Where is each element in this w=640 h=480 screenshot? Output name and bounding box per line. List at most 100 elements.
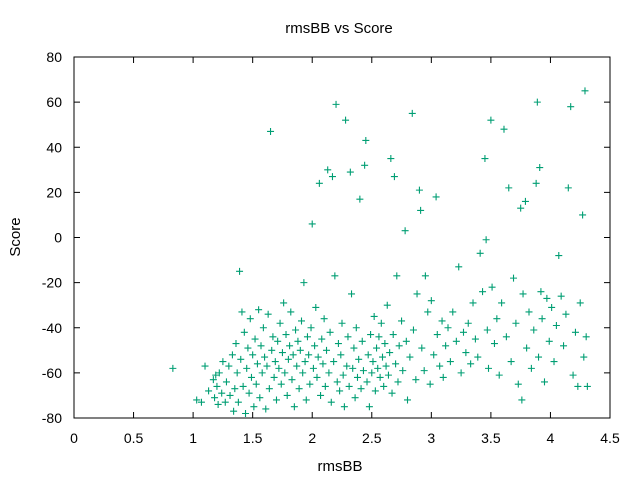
x-tick-label: 4.5 <box>600 430 620 446</box>
data-point <box>500 125 508 133</box>
y-tick-label: -20 <box>42 275 62 291</box>
plot-area <box>73 56 611 419</box>
data-point <box>362 136 370 144</box>
data-point <box>507 358 515 366</box>
data-point <box>222 378 230 386</box>
data-point <box>388 389 396 397</box>
data-point <box>343 362 351 370</box>
data-point <box>286 342 294 350</box>
data-point <box>446 358 454 366</box>
data-point <box>277 380 285 388</box>
data-point <box>545 337 553 345</box>
data-point <box>318 335 326 343</box>
data-point <box>583 382 591 390</box>
data-point <box>523 344 531 352</box>
data-point <box>262 405 270 413</box>
data-point <box>205 387 213 395</box>
data-point <box>303 333 311 341</box>
data-point <box>389 331 397 339</box>
data-point <box>290 403 298 411</box>
data-point <box>276 319 284 327</box>
data-point <box>370 312 378 320</box>
data-point <box>432 193 440 201</box>
data-point <box>233 369 241 377</box>
data-point <box>482 236 490 244</box>
data-point <box>295 385 303 393</box>
data-point <box>364 351 372 359</box>
data-point <box>301 358 309 366</box>
data-point <box>376 373 384 381</box>
data-point <box>355 355 363 363</box>
x-axis-label: rmsBB <box>318 458 363 475</box>
data-point <box>215 369 223 377</box>
x-tick-label: 2.5 <box>362 430 382 446</box>
data-point <box>359 367 367 375</box>
data-point <box>413 290 421 298</box>
data-point <box>457 369 465 377</box>
data-point <box>288 376 296 384</box>
data-point <box>306 380 314 388</box>
y-tick-label: -80 <box>42 410 62 426</box>
data-point <box>249 351 257 359</box>
data-point <box>319 360 327 368</box>
data-point <box>398 317 406 325</box>
data-point <box>371 387 379 395</box>
data-point <box>244 344 252 352</box>
data-point <box>311 342 319 350</box>
data-point <box>270 373 278 381</box>
plot-frame <box>73 56 611 419</box>
data-point <box>582 333 590 341</box>
data-point <box>307 324 315 332</box>
data-point <box>321 382 329 390</box>
data-point <box>308 220 316 228</box>
data-point <box>234 398 242 406</box>
data-point <box>274 337 282 345</box>
data-point <box>439 373 447 381</box>
data-point <box>392 360 400 368</box>
data-point <box>517 204 525 212</box>
data-point <box>242 409 250 417</box>
data-point <box>317 391 325 399</box>
data-point <box>557 292 565 300</box>
data-point <box>292 326 300 334</box>
data-point <box>238 308 246 316</box>
data-point <box>487 116 495 124</box>
data-point <box>272 396 280 404</box>
data-point <box>536 164 544 172</box>
data-point <box>344 333 352 341</box>
data-point <box>250 403 258 411</box>
data-point <box>283 391 291 399</box>
data-point <box>315 179 323 187</box>
data-point <box>218 389 226 397</box>
data-point <box>245 389 253 397</box>
data-point <box>261 353 269 361</box>
data-point <box>426 380 434 388</box>
data-point <box>332 100 340 108</box>
data-point <box>271 358 279 366</box>
y-tick-label: 60 <box>46 94 62 110</box>
y-tick-label: 80 <box>46 49 62 65</box>
chart-title: rmsBB vs Score <box>285 20 393 37</box>
data-point <box>369 358 377 366</box>
data-point <box>325 369 333 377</box>
data-point <box>459 328 467 336</box>
data-point <box>399 367 407 375</box>
data-point <box>498 299 506 307</box>
data-point <box>358 337 366 345</box>
data-points <box>169 87 591 417</box>
data-point <box>314 353 322 361</box>
data-point <box>350 344 358 352</box>
data-point <box>469 299 477 307</box>
data-point <box>530 326 538 334</box>
data-point <box>540 378 548 386</box>
data-point <box>532 179 540 187</box>
data-point <box>382 362 390 370</box>
data-point <box>211 394 219 402</box>
data-point <box>488 283 496 291</box>
data-point <box>512 319 520 327</box>
data-point <box>320 315 328 323</box>
data-point <box>378 353 386 361</box>
data-point <box>225 362 233 370</box>
data-point <box>326 328 334 336</box>
